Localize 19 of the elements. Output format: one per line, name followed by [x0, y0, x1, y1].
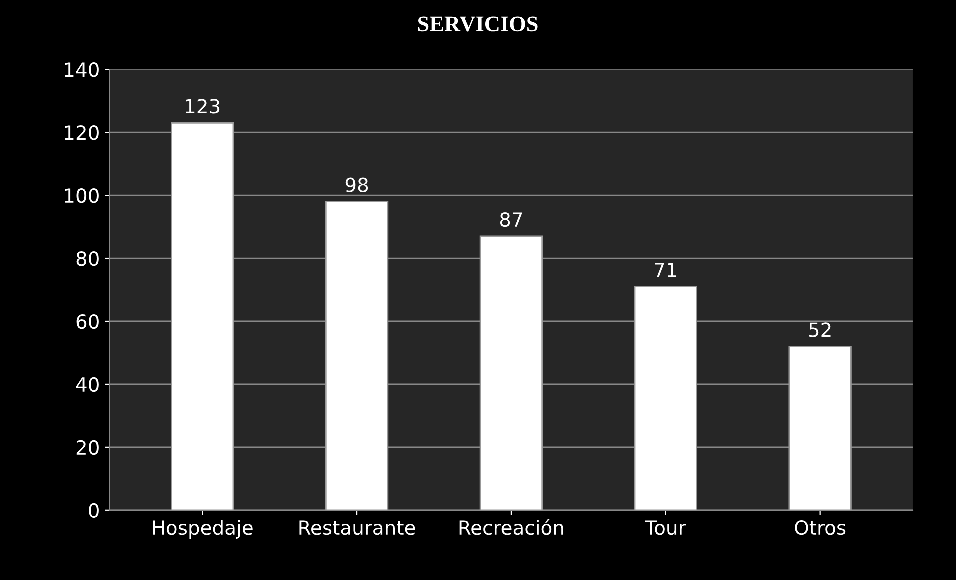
- y-tick-label: 20: [76, 440, 99, 456]
- data-label: 123: [186, 99, 220, 114]
- data-label: 98: [346, 178, 368, 193]
- x-tick-label: Otros: [795, 520, 846, 536]
- x-tick-label: Recreación: [460, 519, 564, 536]
- data-label: 52: [809, 322, 831, 338]
- x-tick-label: Hospedaje: [153, 520, 253, 539]
- y-tick-label: 80: [76, 251, 99, 266]
- x-tick-label: Tour: [645, 520, 686, 536]
- data-label: 71: [655, 263, 676, 278]
- y-tick-label: 60: [76, 314, 99, 330]
- y-tick-label: 0: [89, 503, 99, 518]
- data-label: 87: [500, 212, 522, 228]
- y-tick-label: 120: [65, 126, 99, 140]
- chart-title: SERVICIOS: [418, 16, 538, 32]
- y-tick-label: 40: [76, 377, 99, 392]
- y-tick-label: 140: [65, 62, 99, 78]
- x-tick-label: Restaurante: [300, 520, 416, 536]
- y-tick-label: 100: [65, 188, 99, 204]
